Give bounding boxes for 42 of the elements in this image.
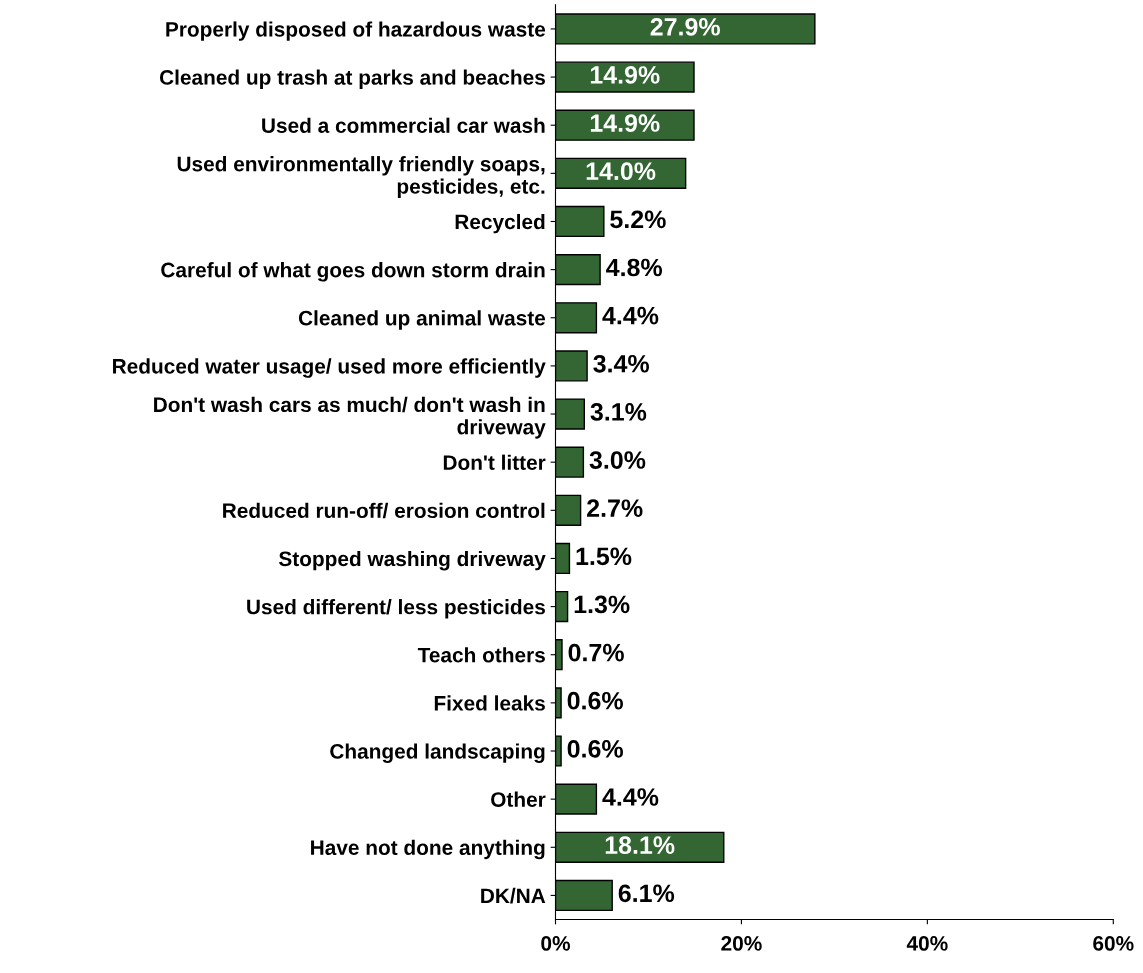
y-tick-label: Recycled	[455, 213, 545, 234]
data-label: 3.4%	[593, 354, 650, 373]
data-label: 14.9%	[590, 114, 660, 132]
data-label: 14.0%	[586, 162, 656, 181]
y-tick-label: Don't wash cars as much/ don't wash in driveway	[154, 396, 546, 439]
data-label: 1.5%	[576, 547, 632, 566]
x-tick-label: 40%	[906, 936, 948, 951]
y-tick-label: Don't litter	[443, 454, 546, 470]
y-tick-label: Fixed leaks	[434, 695, 545, 711]
data-label: 2.7%	[587, 499, 643, 517]
data-label: 0.6%	[567, 740, 623, 758]
x-tick-label: 20%	[721, 936, 762, 951]
x-tick-label: 0%	[541, 936, 570, 951]
data-label: 1.3%	[574, 595, 630, 614]
y-tick-label: Changed landscaping	[330, 743, 545, 763]
data-label: 18.1%	[605, 836, 675, 854]
y-tick-label: Reduced run-off/ erosion control	[223, 502, 545, 519]
y-tick-label: Other	[491, 791, 546, 807]
y-tick-label: Used different/ less pesticides	[247, 599, 545, 619]
y-tick-label: Cleaned up animal waste	[298, 310, 546, 330]
data-label: 4.4%	[602, 306, 659, 325]
y-tick-label: Properly disposed of hazardous waste	[166, 21, 546, 41]
data-label: 3.1%	[590, 403, 647, 421]
data-label: 4.4%	[602, 788, 659, 806]
y-tick-label: Used a commercial car wash	[262, 117, 545, 133]
y-tick-label: Reduced water usage/ used more efficiently	[113, 358, 546, 378]
data-label: 0.6%	[567, 691, 623, 710]
data-label: 6.1%	[618, 884, 675, 903]
data-label: 14.9%	[590, 66, 660, 84]
data-label: 3.0%	[589, 451, 646, 469]
x-tick-label: 60%	[1093, 936, 1134, 951]
y-tick-label: Careful of what goes down storm drain	[161, 262, 545, 282]
y-tick-label: Teach others	[417, 647, 545, 663]
y-tick-label: DK/NA	[481, 887, 546, 904]
data-label: 27.9%	[650, 17, 720, 36]
y-tick-label: Have not done anything	[311, 839, 545, 860]
y-tick-label: Cleaned up trash at parks and beaches	[159, 69, 545, 89]
data-label: 5.2%	[610, 210, 666, 229]
data-label: 4.8%	[606, 258, 663, 277]
data-label: 0.7%	[568, 643, 624, 662]
y-tick-label: Stopped washing driveway	[278, 550, 546, 571]
y-tick-label: Used environmentally friendly soaps, pesticides, etc.	[177, 156, 545, 198]
